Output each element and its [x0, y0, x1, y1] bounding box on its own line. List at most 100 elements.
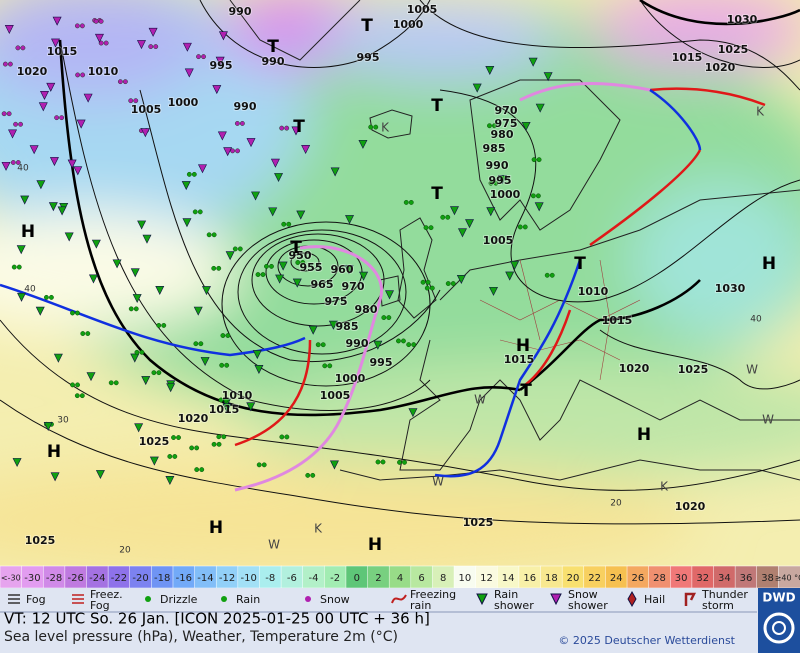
rain-symbol	[191, 171, 197, 177]
legend-label: Snow shower	[568, 588, 608, 612]
weather-symbols	[1, 16, 555, 486]
rain-symbol	[234, 121, 240, 126]
pressure-label: 995	[370, 356, 393, 369]
scale-label: -30	[24, 573, 40, 584]
rain-symbol	[15, 160, 21, 165]
scale-label: 20	[567, 573, 580, 584]
shower-symbol	[52, 16, 62, 26]
pressure-label: 1025	[139, 435, 170, 448]
scale-label: 14	[502, 573, 515, 584]
scale-label: -14	[197, 573, 213, 584]
rain-symbol	[186, 171, 192, 177]
shower-symbol	[534, 202, 544, 212]
rain-symbol	[305, 472, 311, 478]
rain-symbol	[75, 382, 80, 388]
rain-symbol	[380, 459, 386, 465]
shower-symbol	[86, 372, 96, 382]
rain-symbol	[79, 23, 85, 29]
isobar	[251, 233, 385, 327]
shower-symbol	[215, 56, 225, 66]
temperature-label: 20	[119, 546, 131, 556]
shower-symbol	[278, 261, 288, 271]
product-description: Sea level pressure (hPa), Weather, Tempe…	[4, 629, 398, 645]
rain-symbol	[151, 370, 157, 376]
rain-symbol	[13, 121, 18, 127]
shower-symbol	[246, 138, 256, 148]
rain-symbol	[117, 79, 123, 85]
rain-symbol	[230, 148, 235, 154]
shower-symbol	[212, 85, 222, 95]
scale-label: 34	[718, 573, 731, 584]
scale-label: -20	[132, 573, 148, 584]
pressure-label: 1000	[490, 188, 521, 201]
scale-label: -6	[287, 573, 297, 584]
scale-label: 28	[653, 573, 666, 584]
pressure-label: 990	[262, 55, 285, 68]
pressure-label: 995	[489, 174, 512, 187]
legend-label-line: shower	[568, 599, 608, 612]
pressure-label: 955	[300, 261, 323, 274]
rain-symbol	[161, 323, 167, 328]
scale-label: -18	[154, 573, 170, 584]
rain-symbol	[211, 265, 217, 271]
isobar	[599, 329, 800, 390]
temperature-label: 30	[57, 416, 69, 426]
scale-label: -12	[219, 573, 235, 584]
rain-symbol	[530, 193, 536, 199]
rain-symbol	[153, 44, 159, 49]
rain-symbol	[44, 294, 49, 300]
rain-symbol	[189, 445, 195, 451]
shower-symbol	[130, 353, 140, 363]
isobar	[0, 399, 800, 525]
pressure-center: W	[432, 475, 444, 489]
pressure-center: T	[431, 96, 443, 116]
shower-symbol	[1, 161, 11, 171]
shower-symbol	[83, 93, 93, 103]
shower-symbol	[184, 68, 194, 78]
legend-icon	[550, 593, 562, 606]
cold-front	[0, 283, 306, 357]
scale-label: -10	[240, 573, 256, 584]
rain-symbol	[281, 221, 287, 227]
rain-symbol	[322, 363, 328, 369]
rain-symbol	[216, 265, 222, 271]
rain-symbol	[544, 272, 550, 278]
coastlines	[229, 0, 800, 481]
isobar	[199, 0, 431, 68]
shower-symbol	[218, 31, 228, 41]
pressure-label: 1005	[131, 103, 162, 116]
rain-symbol	[408, 200, 414, 205]
pressure-center: T	[574, 254, 586, 274]
rain-symbol	[315, 342, 321, 348]
pressure-label: 1020	[17, 65, 48, 78]
rain-symbol	[98, 40, 104, 46]
rain-symbol	[54, 115, 60, 121]
fronts	[0, 81, 766, 492]
shower-symbol	[142, 234, 152, 244]
rain-symbol	[75, 310, 80, 316]
shower-symbol	[472, 83, 482, 93]
shower-symbol	[225, 251, 235, 261]
pressure-center: H	[637, 425, 651, 445]
shower-symbol	[456, 274, 466, 284]
legend-icon	[627, 590, 637, 608]
isobar	[59, 39, 431, 411]
pressure-label: 1015	[672, 51, 703, 64]
rain-symbol	[264, 263, 269, 269]
rain-symbol	[517, 224, 523, 230]
rain-symbol	[429, 285, 435, 291]
isobar-1015	[519, 279, 701, 392]
legend-icon	[305, 596, 311, 602]
shower-symbol	[76, 119, 86, 129]
rain-symbol	[10, 160, 16, 165]
scale-label: -22	[111, 573, 127, 584]
legend-label-line: Fog	[90, 599, 110, 612]
rain-symbol	[284, 125, 290, 131]
scale-label: 36	[740, 573, 753, 584]
pressure-label: 1020	[675, 500, 706, 513]
rain-symbol	[488, 180, 494, 186]
pressure-label: 1015	[47, 45, 78, 58]
shower-symbol	[134, 423, 144, 433]
temperature-label: 40	[750, 315, 762, 325]
legend-icon	[391, 594, 407, 604]
